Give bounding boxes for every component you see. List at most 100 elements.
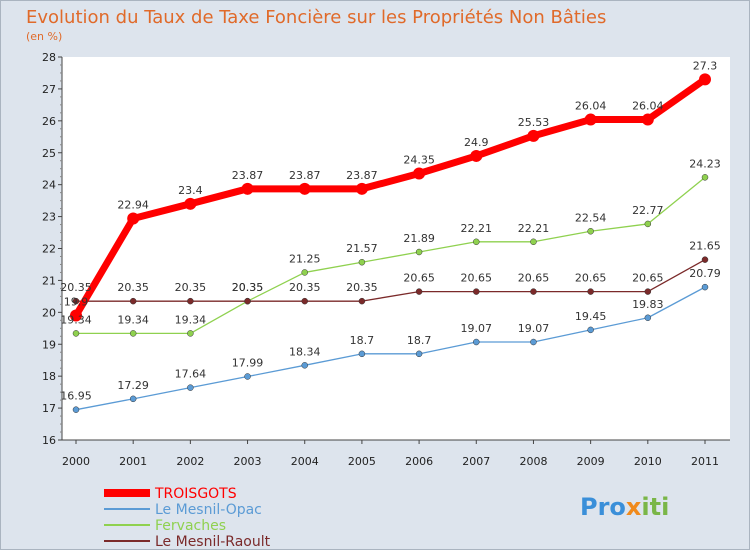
data-point	[355, 182, 368, 195]
data-label: 22.21	[461, 222, 493, 235]
data-label: 25.53	[518, 116, 550, 129]
data-point	[701, 256, 709, 263]
legend-label: Le Mesnil-Opac	[155, 502, 262, 518]
x-tick-label: 2003	[234, 455, 262, 468]
data-label: 20.65	[518, 272, 550, 285]
y-tick-label: 17	[42, 402, 56, 415]
x-tick-label: 2010	[634, 455, 662, 468]
data-point	[587, 326, 594, 334]
data-point	[358, 258, 366, 266]
data-point	[187, 384, 194, 391]
data-label: 19.07	[461, 322, 493, 335]
data-label: 23.4	[178, 184, 203, 197]
data-label: 21.65	[689, 240, 721, 253]
data-point	[70, 309, 82, 322]
data-point	[644, 314, 652, 322]
data-label: 19.45	[575, 310, 607, 323]
data-point	[415, 248, 423, 256]
data-label: 19.9	[64, 296, 89, 309]
x-tick-label: 2009	[577, 455, 605, 468]
proxiti-logo: Proxiti	[580, 493, 669, 521]
y-tick-label: 18	[42, 370, 56, 383]
data-point	[641, 113, 654, 126]
data-point	[527, 129, 540, 142]
data-point	[129, 395, 137, 403]
data-point	[301, 297, 308, 305]
data-point	[415, 350, 423, 358]
data-point	[72, 330, 80, 337]
data-label: 20.35	[232, 281, 264, 294]
data-label: 24.23	[689, 157, 721, 170]
series-line-0	[72, 75, 709, 320]
data-label: 18.7	[407, 334, 432, 347]
data-label: 24.35	[403, 153, 435, 166]
data-point	[701, 174, 709, 181]
series-line-1	[75, 286, 706, 411]
data-label: 19.34	[175, 313, 207, 326]
legend-label: Le Mesnil-Raoult	[155, 534, 271, 550]
data-label: 19.83	[632, 298, 664, 311]
data-label: 20.35	[289, 281, 321, 294]
data-point	[413, 167, 426, 180]
data-label: 20.65	[461, 272, 493, 285]
data-label: 21.89	[403, 232, 435, 245]
data-point	[127, 212, 140, 225]
data-label: 19.34	[117, 313, 149, 326]
x-tick-label: 2008	[519, 455, 547, 468]
y-tick-label: 25	[42, 147, 56, 160]
data-label: 23.87	[346, 169, 378, 182]
data-point	[701, 283, 709, 291]
brand-x: x	[626, 493, 642, 521]
legend-label: Fervaches	[155, 518, 226, 534]
chart-title: Evolution du Taux de Taxe Foncière sur l…	[26, 7, 606, 28]
data-label: 20.35	[232, 281, 264, 294]
data-label: 20.35	[60, 281, 92, 294]
series-line-3	[75, 259, 706, 302]
data-point	[244, 297, 251, 305]
data-label: 20.35	[346, 281, 378, 294]
data-label: 26.04	[632, 100, 664, 113]
data-label: 22.21	[518, 222, 550, 235]
series-line-2	[75, 176, 706, 335]
data-label: 17.29	[117, 379, 149, 392]
data-label: 22.77	[632, 204, 664, 217]
data-label: 20.35	[117, 281, 149, 294]
data-label: 23.87	[232, 169, 264, 182]
data-label: 23.87	[289, 169, 321, 182]
data-label: 22.94	[117, 198, 149, 211]
legend-label: TROISGOTS	[154, 486, 237, 502]
data-point	[699, 73, 711, 86]
y-tick-label: 27	[42, 83, 56, 96]
data-point	[473, 288, 480, 295]
data-label: 21.57	[346, 242, 378, 255]
data-label: 20.65	[632, 272, 664, 285]
data-point	[298, 182, 311, 195]
x-tick-label: 2011	[691, 455, 719, 468]
data-label: 19.07	[518, 322, 550, 335]
data-point	[72, 406, 80, 413]
data-label: 24.9	[464, 136, 489, 149]
x-tick-label: 2000	[62, 455, 90, 468]
y-tick-label: 22	[42, 243, 56, 256]
data-point	[530, 238, 537, 246]
x-tick-label: 2002	[176, 455, 204, 468]
data-point	[187, 330, 194, 337]
series-lines	[70, 73, 711, 413]
data-point	[301, 269, 308, 276]
data-point	[530, 338, 537, 346]
data-point	[470, 149, 483, 162]
data-point	[530, 288, 537, 295]
data-label: 21.25	[289, 252, 321, 265]
data-point	[244, 373, 251, 380]
y-tick-label: 28	[42, 51, 56, 64]
data-point	[644, 220, 652, 228]
y-tick-label: 21	[42, 274, 56, 287]
y-tick-label: 24	[42, 179, 56, 192]
data-point	[587, 228, 594, 235]
x-tick-label: 2006	[405, 455, 433, 468]
data-point	[358, 297, 366, 305]
data-point	[415, 288, 423, 295]
x-tick-label: 2004	[291, 455, 319, 468]
data-point	[473, 338, 480, 346]
